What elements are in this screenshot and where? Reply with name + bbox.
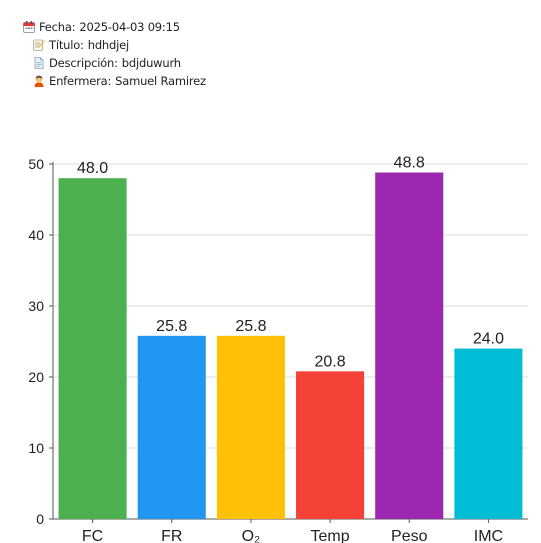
bar-5 — [454, 348, 523, 519]
document-icon — [32, 56, 46, 70]
category-label: IMC — [474, 528, 503, 543]
bar-1 — [137, 335, 206, 519]
enfermera-label: Enfermera: — [49, 74, 112, 88]
fecha-value: 2025-04-03 09:15 — [79, 20, 180, 34]
calendar-icon — [22, 20, 36, 34]
bar-2 — [216, 335, 285, 519]
nurse-icon — [32, 74, 46, 88]
bar-value-label: 24.0 — [473, 331, 504, 348]
fecha-label: Fecha: — [39, 20, 76, 34]
descripcion-label: Descripción: — [49, 56, 118, 70]
y-tick-label: 10 — [28, 440, 44, 456]
y-tick-label: 40 — [28, 227, 44, 243]
y-tick-label: 50 — [28, 156, 44, 172]
memo-icon — [32, 38, 46, 52]
vital-signs-chart: 0 10 20 30 40 50 48.0 FC 25.8 FR 25.8 O₂ 20.8 Temp 48.… — [0, 150, 541, 543]
enfermera-value: Samuel Ramirez — [115, 74, 206, 88]
descripcion-value: bdjduwurh — [121, 56, 181, 70]
y-tick-label: 20 — [28, 369, 44, 385]
descripcion-row: Descripción: bdjduwurh — [22, 54, 522, 72]
bar-chart-svg: 0 10 20 30 40 50 48.0 FC 25.8 FR 25.8 O₂ 20.8 Temp 48.… — [28, 155, 528, 543]
titulo-value: hdhdjej — [87, 38, 129, 52]
bar-4 — [375, 172, 444, 519]
record-header: Fecha: 2025-04-03 09:15 Título: hdhdjej — [22, 18, 522, 90]
titulo-label: Título: — [49, 38, 84, 52]
bar-value-label: 48.0 — [77, 160, 108, 177]
category-label: O₂ — [242, 528, 261, 543]
titulo-row: Título: hdhdjej — [22, 36, 522, 54]
category-label: Temp — [311, 528, 350, 543]
bar-value-label: 25.8 — [235, 318, 266, 335]
bar-0 — [58, 178, 127, 519]
bar-value-label: 20.8 — [315, 353, 346, 370]
enfermera-row: Enfermera: Samuel Ramirez — [22, 72, 522, 90]
fecha-row: Fecha: 2025-04-03 09:15 — [22, 18, 522, 36]
bar-value-label: 25.8 — [156, 318, 187, 335]
category-label: FC — [82, 528, 103, 543]
bar-3 — [296, 371, 365, 519]
bar-value-label: 48.8 — [394, 155, 425, 172]
y-tick-label: 0 — [36, 511, 44, 527]
category-label: Peso — [391, 528, 428, 543]
y-tick-label: 30 — [28, 298, 44, 314]
category-label: FR — [161, 528, 182, 543]
